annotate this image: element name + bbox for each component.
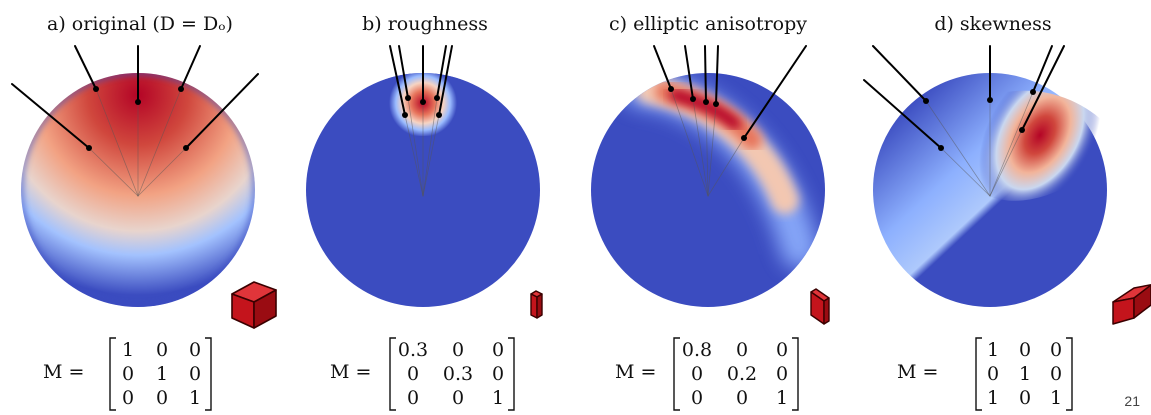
matrix-a-cell: 0 bbox=[122, 387, 134, 409]
matrix-c-cell: 0.8 bbox=[682, 339, 712, 361]
matrix-c: M = 0.8 0 0 0 0.2 0 0 0 1 bbox=[615, 337, 799, 411]
matrix-a-cell: 0 bbox=[122, 363, 134, 385]
matrix-a-cell: 1 bbox=[122, 339, 134, 361]
matrix-b-label: M = bbox=[330, 361, 371, 383]
matrix-a-cell: 0 bbox=[156, 339, 168, 361]
matrix-d-cell: 0 bbox=[1019, 387, 1031, 409]
matrix-b-cell: 0.3 bbox=[398, 339, 428, 361]
panel-c-title: c) elliptic anisotropy bbox=[609, 13, 807, 35]
matrix-d-label: M = bbox=[897, 361, 938, 383]
matrix-a-cell: 1 bbox=[156, 363, 168, 385]
sphere-d bbox=[873, 69, 1120, 307]
matrix-c-cell: 0 bbox=[736, 387, 748, 409]
matrix-a: M = 1 0 0 0 1 0 0 0 1 bbox=[43, 337, 212, 411]
matrix-b-cell: 0 bbox=[492, 363, 504, 385]
matrix-b: M = 0.3 0 0 0 0.3 0 0 0 1 bbox=[330, 337, 515, 411]
direction-rays-d bbox=[863, 45, 1065, 197]
red-box-b bbox=[530, 290, 543, 319]
direction-rays-a bbox=[11, 45, 259, 197]
matrix-a-cell: 0 bbox=[189, 363, 201, 385]
direction-rays-c bbox=[653, 45, 807, 197]
matrix-c-cell: 0 bbox=[776, 363, 788, 385]
panel-c: c) elliptic anisotropy bbox=[591, 13, 830, 411]
matrix-b-cell: 0 bbox=[452, 339, 464, 361]
matrix-d-cell: 1 bbox=[987, 339, 999, 361]
matrix-c-cell: 0 bbox=[691, 387, 703, 409]
matrix-b-cell: 1 bbox=[492, 387, 504, 409]
red-box-d bbox=[1112, 283, 1151, 325]
panel-a-title: a) original (D = Dₒ) bbox=[47, 13, 233, 35]
matrix-d-cell: 0 bbox=[1019, 339, 1031, 361]
matrix-d: M = 1 0 0 0 1 0 1 0 1 bbox=[897, 337, 1073, 411]
matrix-b-cell: 0 bbox=[407, 363, 419, 385]
matrix-c-label: M = bbox=[615, 361, 656, 383]
matrix-c-cell: 0 bbox=[776, 339, 788, 361]
matrix-d-cell: 1 bbox=[1019, 363, 1031, 385]
panel-d: d) skewness M = bbox=[863, 13, 1151, 411]
panel-a: a) original (D = Dₒ) bbox=[11, 13, 277, 411]
red-box-c bbox=[810, 288, 830, 325]
red-box-a bbox=[231, 281, 277, 329]
matrix-a-label: M = bbox=[43, 361, 84, 383]
panel-d-title: d) skewness bbox=[934, 13, 1051, 35]
matrix-c-cell: 0.2 bbox=[727, 363, 757, 385]
matrix-b-cell: 0.3 bbox=[443, 363, 473, 385]
panel-b: b) roughness M = bbox=[306, 13, 543, 411]
page-number: 21 bbox=[1124, 393, 1140, 409]
matrix-b-cell: 0 bbox=[452, 387, 464, 409]
matrix-c-cell: 0 bbox=[691, 363, 703, 385]
panel-b-title: b) roughness bbox=[362, 13, 488, 35]
matrix-c-cell: 1 bbox=[776, 387, 788, 409]
matrix-c-cell: 0 bbox=[736, 339, 748, 361]
matrix-d-cell: 0 bbox=[1050, 363, 1062, 385]
matrix-a-cell: 1 bbox=[189, 387, 201, 409]
matrix-b-cell: 0 bbox=[492, 339, 504, 361]
matrix-d-cell: 0 bbox=[1050, 339, 1062, 361]
matrix-d-cell: 1 bbox=[987, 387, 999, 409]
direction-rays-b bbox=[389, 45, 453, 197]
matrix-a-cell: 0 bbox=[156, 387, 168, 409]
matrix-d-cell: 0 bbox=[987, 363, 999, 385]
matrix-b-cell: 0 bbox=[407, 387, 419, 409]
matrix-a-cell: 0 bbox=[189, 339, 201, 361]
matrix-d-cell: 1 bbox=[1050, 387, 1062, 409]
